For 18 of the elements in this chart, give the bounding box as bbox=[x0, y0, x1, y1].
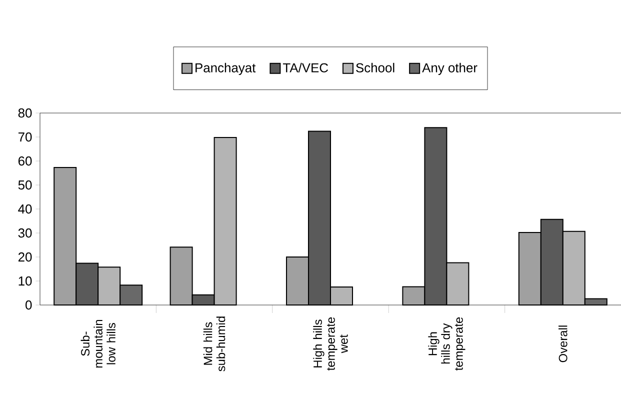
x-tick-label: High hills temperate wet bbox=[313, 317, 348, 370]
legend-label: School bbox=[356, 62, 394, 72]
y-tick-label: 0 bbox=[26, 300, 32, 310]
y-tick-label: 50 bbox=[18, 180, 32, 190]
y-tick-label: 80 bbox=[18, 108, 32, 118]
y-tick-label: 30 bbox=[18, 228, 32, 238]
y-tick-label: 10 bbox=[18, 276, 32, 286]
legend-label: Panchayat bbox=[196, 62, 256, 75]
x-tick-label: High hills dry temperate bbox=[428, 317, 466, 370]
y-tick-label: 70 bbox=[18, 132, 32, 142]
legend-label: TA/VEC bbox=[282, 62, 328, 72]
x-tick-label: Overall bbox=[558, 326, 568, 362]
y-tick-label: 20 bbox=[18, 252, 32, 262]
legend-label: Any other bbox=[422, 62, 478, 75]
x-tick-label: Mid hills sub-humid bbox=[203, 316, 226, 372]
y-tick-label: 40 bbox=[18, 204, 32, 214]
y-tick-label: 60 bbox=[18, 156, 32, 166]
x-tick-label: Sub-mountain low hills bbox=[80, 320, 116, 368]
